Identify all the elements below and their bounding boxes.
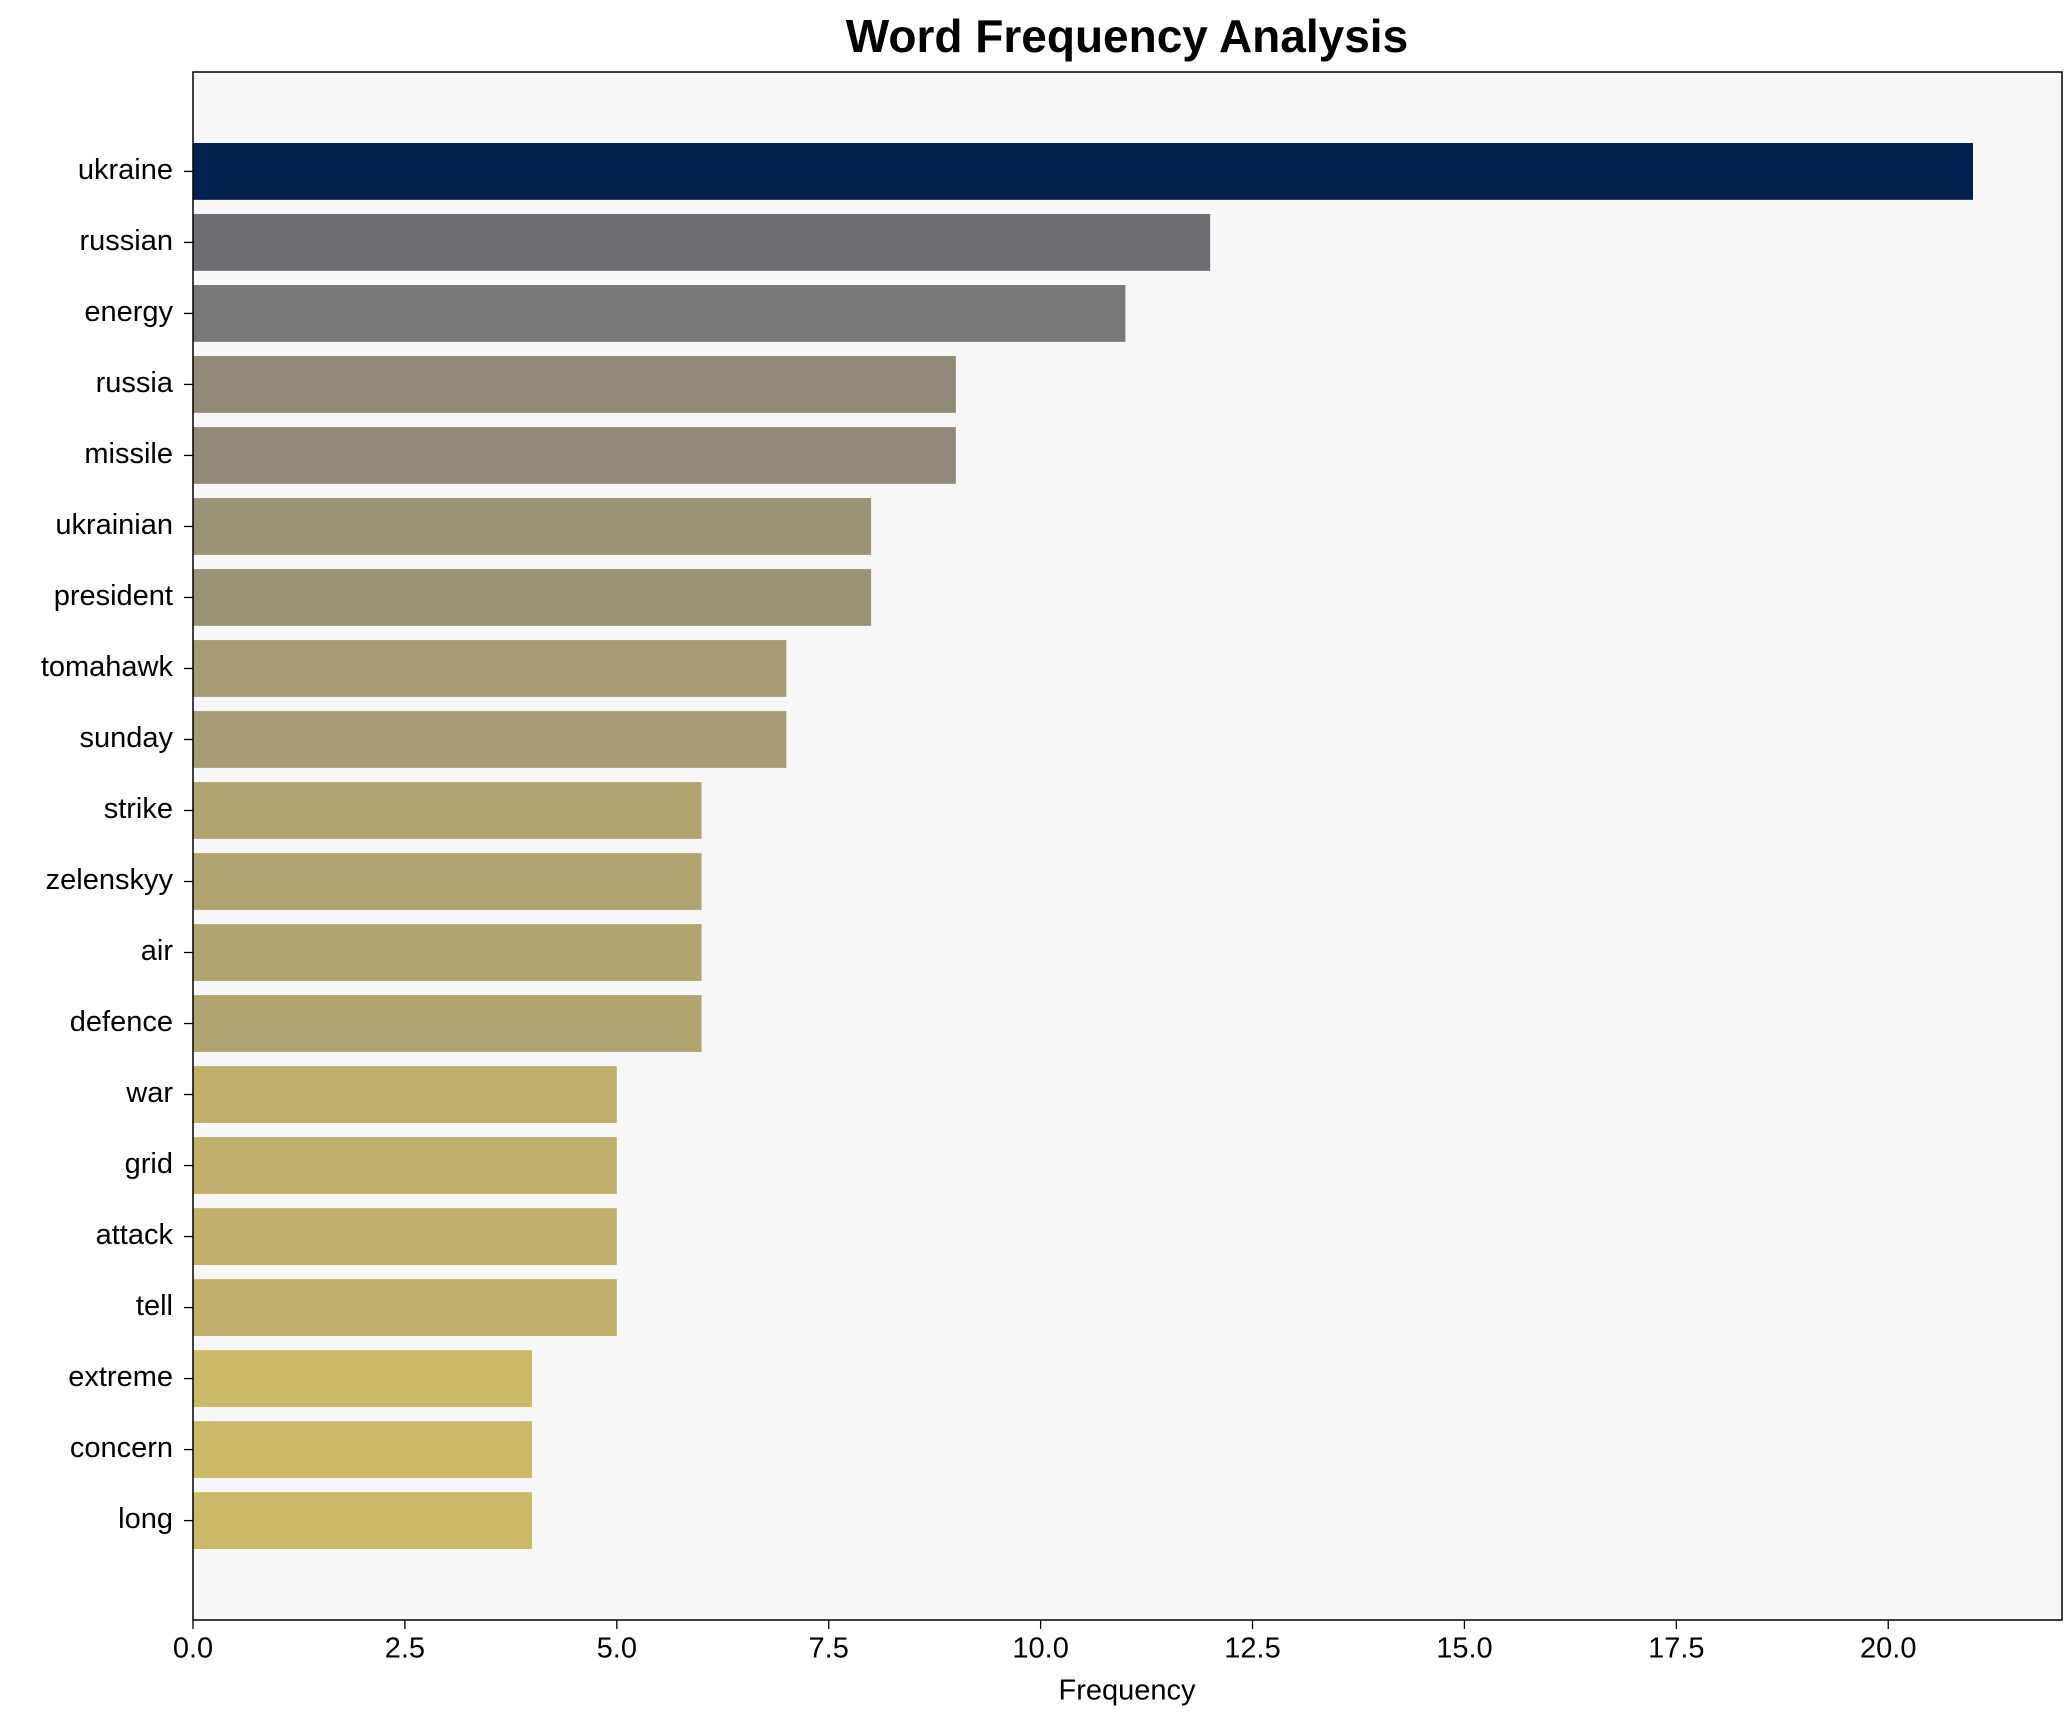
y-tick-label: president bbox=[54, 580, 173, 612]
y-tick-label: russia bbox=[96, 367, 174, 399]
y-tick-label: attack bbox=[96, 1219, 174, 1251]
bar bbox=[193, 1137, 617, 1194]
x-tick-label: 20.0 bbox=[1860, 1633, 1916, 1665]
x-axis-label: Frequency bbox=[1058, 1675, 1196, 1707]
y-tick-label: strike bbox=[104, 793, 173, 825]
bar bbox=[193, 285, 1126, 342]
bar bbox=[193, 853, 702, 910]
y-tick-label: extreme bbox=[68, 1361, 173, 1393]
x-tick-label: 2.5 bbox=[385, 1633, 425, 1665]
bar bbox=[193, 924, 702, 981]
x-tick-label: 17.5 bbox=[1648, 1633, 1704, 1665]
bar bbox=[193, 995, 702, 1052]
y-tick-label: missile bbox=[84, 438, 173, 470]
y-tick-label: sunday bbox=[79, 722, 173, 754]
x-tick-label: 12.5 bbox=[1224, 1633, 1280, 1665]
y-tick-label: concern bbox=[70, 1432, 173, 1464]
bar bbox=[193, 1350, 533, 1407]
y-tick-label: defence bbox=[70, 1006, 173, 1038]
bar bbox=[193, 711, 787, 768]
x-tick-label: 15.0 bbox=[1436, 1633, 1492, 1665]
chart-title: Word Frequency Analysis bbox=[846, 10, 1408, 62]
y-tick-label: tell bbox=[136, 1290, 173, 1322]
bar bbox=[193, 1492, 533, 1549]
plot-frame bbox=[192, 71, 2063, 1621]
x-tick-label: 0.0 bbox=[173, 1633, 213, 1665]
y-tick-label: air bbox=[141, 935, 174, 967]
y-tick-label: ukraine bbox=[78, 154, 173, 186]
x-tick-label: 5.0 bbox=[597, 1633, 637, 1665]
bar bbox=[193, 1066, 617, 1123]
bar bbox=[193, 1421, 533, 1478]
bar bbox=[193, 1279, 617, 1336]
y-tick-label: zelenskyy bbox=[46, 864, 174, 896]
y-tick-label: energy bbox=[84, 296, 173, 328]
bar bbox=[193, 640, 787, 697]
y-tick-label: ukrainian bbox=[55, 509, 173, 541]
y-tick-label: tomahawk bbox=[41, 651, 174, 683]
bar bbox=[193, 498, 872, 555]
bar bbox=[193, 569, 872, 626]
y-tick-label: long bbox=[118, 1503, 173, 1535]
x-tick-label: 7.5 bbox=[809, 1633, 849, 1665]
x-tick-label: 10.0 bbox=[1012, 1633, 1068, 1665]
bar bbox=[193, 143, 1973, 200]
y-tick-label: war bbox=[125, 1077, 173, 1109]
y-tick-label: grid bbox=[125, 1148, 173, 1180]
bar bbox=[193, 356, 956, 413]
bar bbox=[193, 782, 702, 839]
bar bbox=[193, 1208, 617, 1265]
y-tick-label: russian bbox=[80, 225, 174, 257]
bar bbox=[193, 427, 956, 484]
bar bbox=[193, 214, 1211, 271]
